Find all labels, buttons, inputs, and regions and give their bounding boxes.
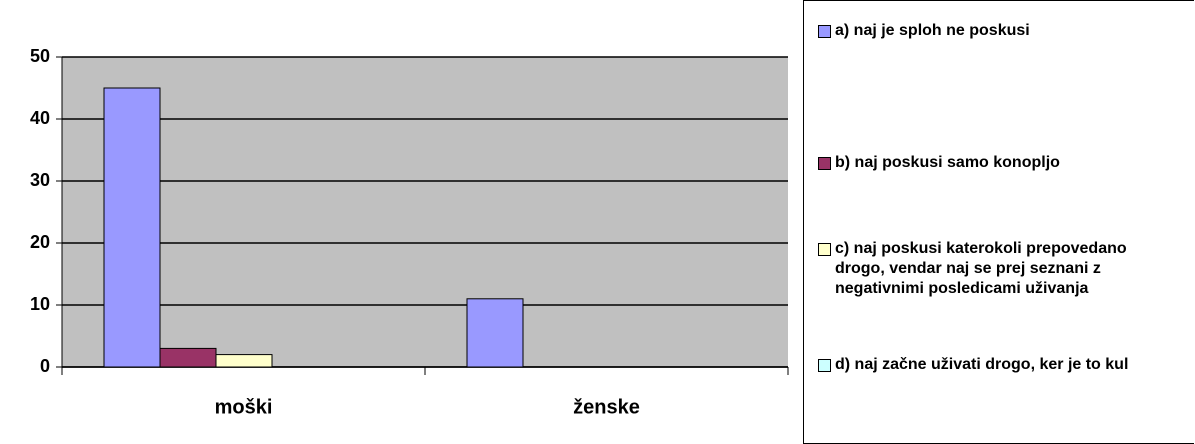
y-tick-label: 40	[30, 108, 50, 128]
y-tick-label: 50	[30, 46, 50, 66]
legend-entry: a) naj je sploh ne poskusi	[818, 21, 1178, 41]
bar	[215, 354, 273, 368]
y-tick-label: 30	[30, 170, 50, 190]
legend-swatch	[818, 359, 831, 372]
legend-swatch	[818, 25, 831, 38]
legend-swatch	[818, 157, 831, 170]
y-tick-label: 10	[30, 294, 50, 314]
y-tick-label: 0	[40, 356, 50, 376]
x-tick-label: ženske	[573, 396, 640, 418]
legend-label: d) naj začne uživati drogo, ker je to ku…	[835, 356, 1129, 373]
legend-label: c) naj poskusi katerokoli prepovedano dr…	[835, 240, 1127, 297]
legend-entry: d) naj začne uživati drogo, ker je to ku…	[818, 355, 1178, 375]
legend-entry: c) naj poskusi katerokoli prepovedano dr…	[818, 239, 1178, 299]
legend-label: b) naj poskusi samo konopljo	[835, 154, 1060, 171]
legend-entry: b) naj poskusi samo konopljo	[818, 153, 1178, 173]
bar	[159, 347, 217, 368]
bar	[466, 298, 524, 368]
x-tick-label: moški	[215, 396, 273, 418]
legend: a) naj je sploh ne poskusi b) naj poskusi…	[803, 0, 1194, 444]
chart: 0 10 20 30 40 50 moški ženske	[30, 46, 789, 418]
plot-area	[62, 57, 788, 367]
legend-label: a) naj je sploh ne poskusi	[835, 22, 1030, 39]
bar	[103, 87, 161, 368]
y-tick-label: 20	[30, 232, 50, 252]
legend-swatch	[818, 243, 831, 256]
